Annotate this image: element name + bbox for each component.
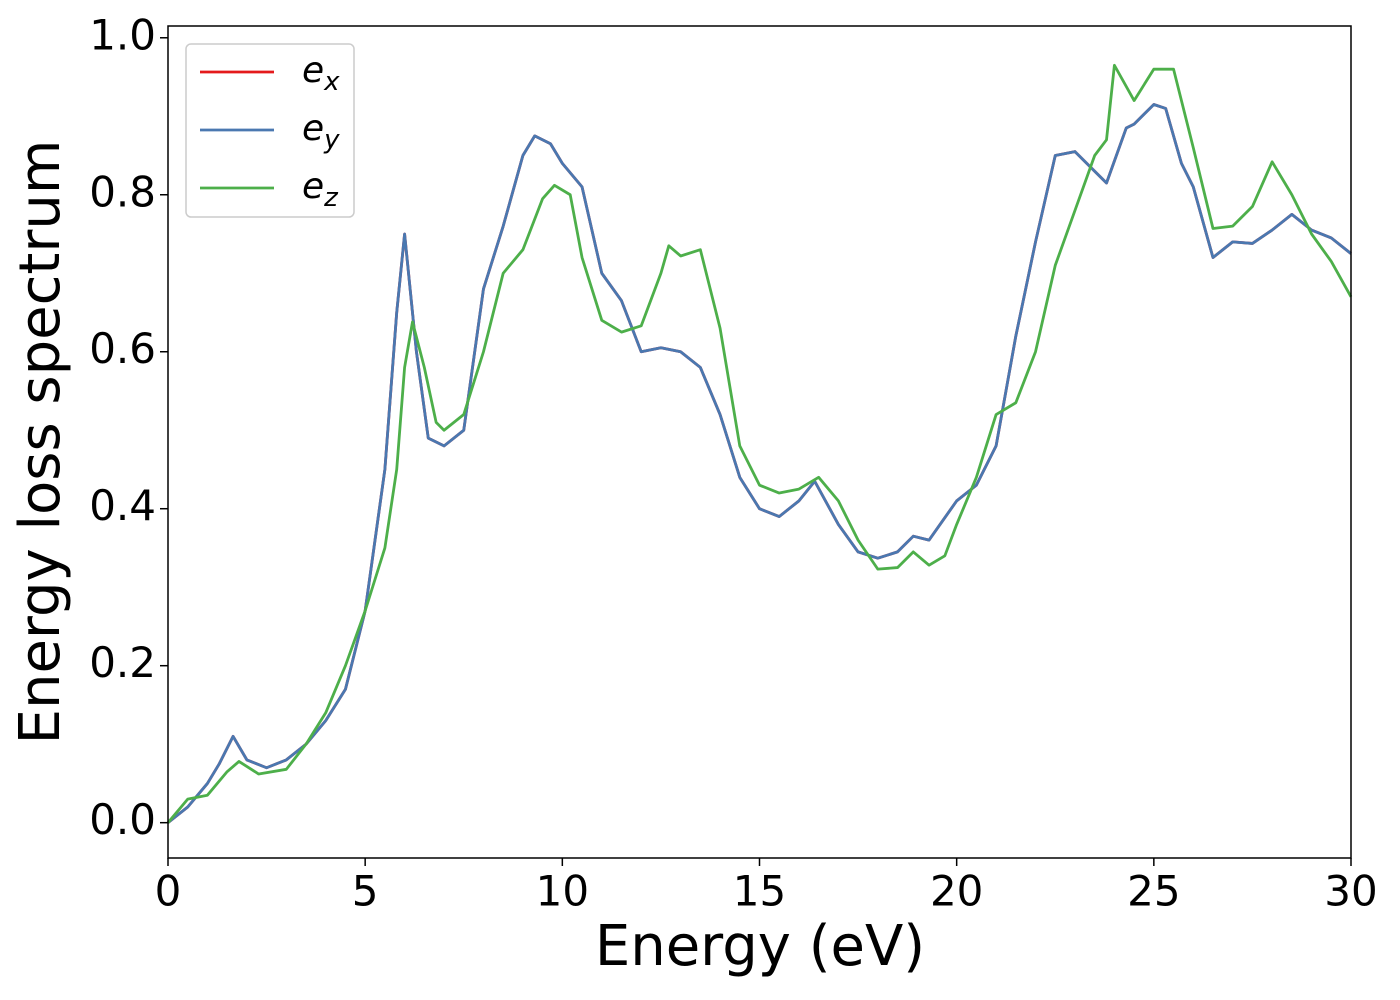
series-line xyxy=(166,63,1353,824)
y-tick-label: 0.8 xyxy=(89,167,156,216)
legend-label: ex xyxy=(302,50,340,97)
x-tick-label: 10 xyxy=(536,867,589,916)
x-tick-label: 20 xyxy=(930,867,983,916)
plot-frame xyxy=(167,25,1352,859)
legend-label: ez xyxy=(302,166,339,213)
x-tick-label: 30 xyxy=(1324,867,1377,916)
x-axis-label: Energy (eV) xyxy=(595,914,925,979)
x-tick-label: 0 xyxy=(155,867,182,916)
y-tick-label: 1.0 xyxy=(89,10,156,59)
y-tick-label: 0.0 xyxy=(89,795,156,844)
x-tick-label: 15 xyxy=(733,867,786,916)
y-axis-label: Energy loss spectrum xyxy=(8,140,73,745)
x-tick-label: 25 xyxy=(1127,867,1180,916)
x-tick-label: 5 xyxy=(352,867,379,916)
y-tick-label: 0.4 xyxy=(89,481,156,530)
y-tick-label: 0.2 xyxy=(89,638,156,687)
legend-label: ey xyxy=(302,108,340,155)
y-tick-label: 0.6 xyxy=(89,324,156,373)
